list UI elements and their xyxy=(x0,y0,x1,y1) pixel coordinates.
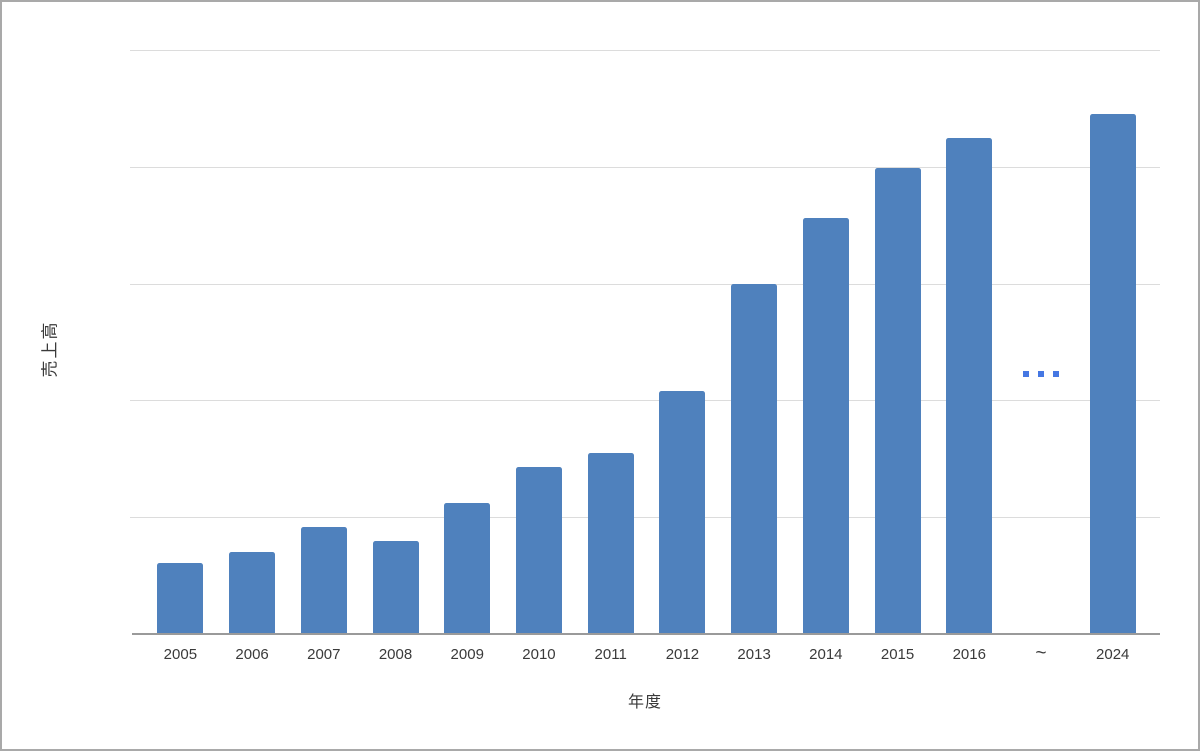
x-tick-label-2016: 2016 xyxy=(952,646,986,663)
x-axis-line xyxy=(132,633,1160,635)
gridline xyxy=(130,517,1160,519)
bar-2015 xyxy=(874,168,921,634)
x-tick-label-2024: 2024 xyxy=(1096,646,1130,663)
x-tick-label-2007: 2007 xyxy=(307,646,341,663)
x-axis-tick-labels: 2005 2006 2007 2008 2009 2010 2011 2012 2013 2014… xyxy=(145,643,1149,664)
bar-2024 xyxy=(1089,114,1136,634)
bar-slot-2015 xyxy=(862,50,934,634)
bar-2011 xyxy=(587,453,634,634)
axis-break-dots xyxy=(1022,371,1059,377)
x-tick-label-2009: 2009 xyxy=(450,646,484,663)
x-tick-label-2012: 2012 xyxy=(665,646,700,663)
bar-slot-2010 xyxy=(503,50,575,634)
bar-2008 xyxy=(372,541,419,634)
bar-slot-2009 xyxy=(431,50,503,634)
bar-slot-2011 xyxy=(575,50,647,634)
bar-2014 xyxy=(802,218,849,634)
bar-slot-2008 xyxy=(360,50,432,634)
y-axis-title: 売上高 xyxy=(40,320,60,378)
bars-row xyxy=(145,50,1149,634)
x-tick-label-2006: 2006 xyxy=(235,646,269,663)
bar-slot-2012 xyxy=(647,50,719,634)
gridline xyxy=(130,400,1160,402)
bar-2013 xyxy=(731,284,778,634)
gridline xyxy=(130,283,1160,285)
x-tick-label-2014: 2014 xyxy=(809,646,843,663)
bar-2010 xyxy=(515,467,562,634)
bar-slot-2014 xyxy=(790,50,862,634)
bar-slot-2013 xyxy=(718,50,790,634)
x-tick-label-2015: 2015 xyxy=(880,646,915,663)
break-dot-icon xyxy=(1037,371,1044,377)
break-dot-icon xyxy=(1022,371,1029,377)
plot-area xyxy=(130,50,1160,634)
bar-2006 xyxy=(229,552,276,634)
bar-slot-2005 xyxy=(145,50,217,634)
bar-2007 xyxy=(300,527,347,634)
bar-2016 xyxy=(946,138,993,634)
bar-2009 xyxy=(444,503,491,634)
bar-slot-2016 xyxy=(933,50,1005,634)
x-tick-label-2010: 2010 xyxy=(522,646,556,663)
gridlines xyxy=(130,50,1160,634)
x-tick-label-2005: 2005 xyxy=(163,646,198,663)
gridline xyxy=(130,50,1160,51)
x-tick-label-~: ~ xyxy=(1035,643,1047,664)
bar-slot-2024 xyxy=(1077,50,1149,634)
x-tick-label-2011: 2011 xyxy=(594,646,627,663)
bar-slot-2007 xyxy=(288,50,360,634)
bar-slot-~ xyxy=(1005,50,1077,634)
break-dot-icon xyxy=(1052,371,1059,377)
bar-2012 xyxy=(659,391,706,634)
x-tick-label-2008: 2008 xyxy=(378,646,413,663)
bar-slot-2006 xyxy=(216,50,288,634)
gridline xyxy=(130,166,1160,168)
bar-2005 xyxy=(157,563,204,634)
x-tick-label-2013: 2013 xyxy=(737,646,771,663)
x-axis-title: 年度 xyxy=(627,694,662,711)
